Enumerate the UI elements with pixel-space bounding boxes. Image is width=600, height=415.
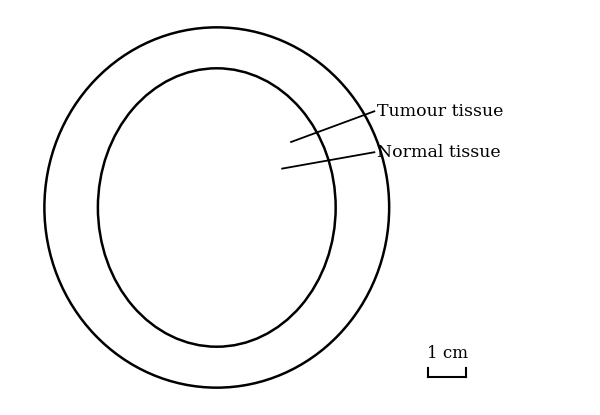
Text: Tumour tissue: Tumour tissue bbox=[377, 103, 503, 120]
Text: Normal tissue: Normal tissue bbox=[377, 144, 501, 161]
Text: 1 cm: 1 cm bbox=[427, 345, 467, 362]
